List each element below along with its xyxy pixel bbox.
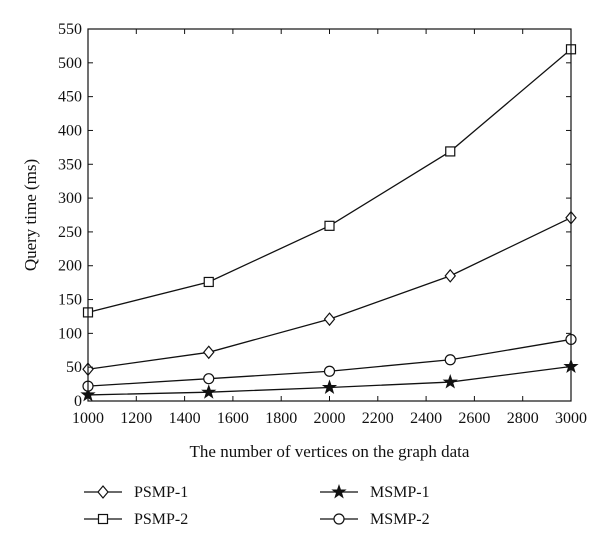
x-tick-label-2200: 2200	[362, 410, 394, 427]
y-tick-label-100: 100	[58, 325, 82, 342]
legend-marker-psmp-2	[97, 513, 109, 525]
point-msmp-2-2000	[323, 365, 336, 377]
legend-item-psmp-2: PSMP-2	[84, 511, 188, 528]
point-psmp-2-1500	[203, 276, 214, 288]
x-tick-label-1800: 1800	[265, 410, 297, 427]
x-tick-label-1200: 1200	[120, 410, 152, 427]
y-tick-label-500: 500	[58, 55, 82, 72]
point-psmp-2-2500	[445, 146, 456, 157]
y-tick-label-200: 200	[58, 258, 82, 275]
y-tick-label-300: 300	[58, 190, 82, 207]
axes: 1000 1200 1400 1600 1800 2000 2200 2400 2600 2800…	[58, 21, 587, 427]
legend-label-psmp-2: PSMP-2	[134, 511, 188, 528]
legend-marker-msmp-1	[331, 483, 347, 499]
y-tick-label-400: 400	[58, 122, 82, 139]
y-tick-label-550: 550	[58, 21, 82, 38]
y-tick-label-350: 350	[58, 156, 82, 173]
y-tick-label-0: 0	[74, 393, 82, 410]
plot-area	[80, 44, 579, 402]
point-msmp-1-2000	[321, 379, 338, 394]
point-psmp-2-2000	[324, 220, 335, 231]
legend-item-msmp-1: MSMP-1	[320, 483, 430, 501]
series-line-psmp-2	[87, 48, 572, 314]
x-tick-label-1600: 1600	[217, 410, 249, 427]
y-axis-title: Query time (ms)	[21, 159, 40, 271]
x-tick-label-2800: 2800	[507, 410, 539, 427]
legend-marker-psmp-1	[97, 485, 109, 499]
legend-label-msmp-1: MSMP-1	[370, 484, 430, 501]
x-tick-label-1000: 1000	[72, 410, 104, 427]
point-msmp-1-1500	[201, 384, 217, 399]
y-tick-label-450: 450	[58, 89, 82, 106]
y-tick-label-150: 150	[58, 292, 82, 309]
point-msmp-2-1500	[203, 373, 215, 385]
legend-item-msmp-2: MSMP-2	[320, 511, 430, 528]
x-tick-label-2600: 2600	[458, 410, 490, 427]
legend-label-psmp-1: PSMP-1	[134, 484, 188, 501]
y-tick-label-50: 50	[66, 359, 82, 376]
plot-frame	[87, 28, 572, 402]
x-axis-title: The number of vertices on the graph data	[190, 442, 470, 461]
series-line-psmp-1	[87, 217, 572, 370]
point-psmp-1-2500	[444, 268, 457, 283]
x-tick-label-3000: 3000	[555, 410, 587, 427]
x-tick-label-2000: 2000	[314, 410, 346, 427]
point-psmp-1-1500	[202, 345, 215, 360]
point-msmp-1-2500	[442, 374, 458, 389]
legend-label-msmp-2: MSMP-2	[370, 511, 430, 528]
legend: PSMP-1 PSMP-2 MSMP-1 MSMP-2	[84, 483, 430, 528]
legend-marker-msmp-2	[333, 513, 345, 525]
y-tick-label-250: 250	[58, 224, 82, 241]
series-line-msmp-2	[87, 338, 572, 387]
point-psmp-1-2000	[323, 312, 336, 327]
legend-item-psmp-1: PSMP-1	[84, 484, 188, 501]
point-msmp-2-2500	[444, 354, 456, 366]
x-tick-label-2400: 2400	[410, 410, 442, 427]
x-tick-label-1400: 1400	[169, 410, 201, 427]
